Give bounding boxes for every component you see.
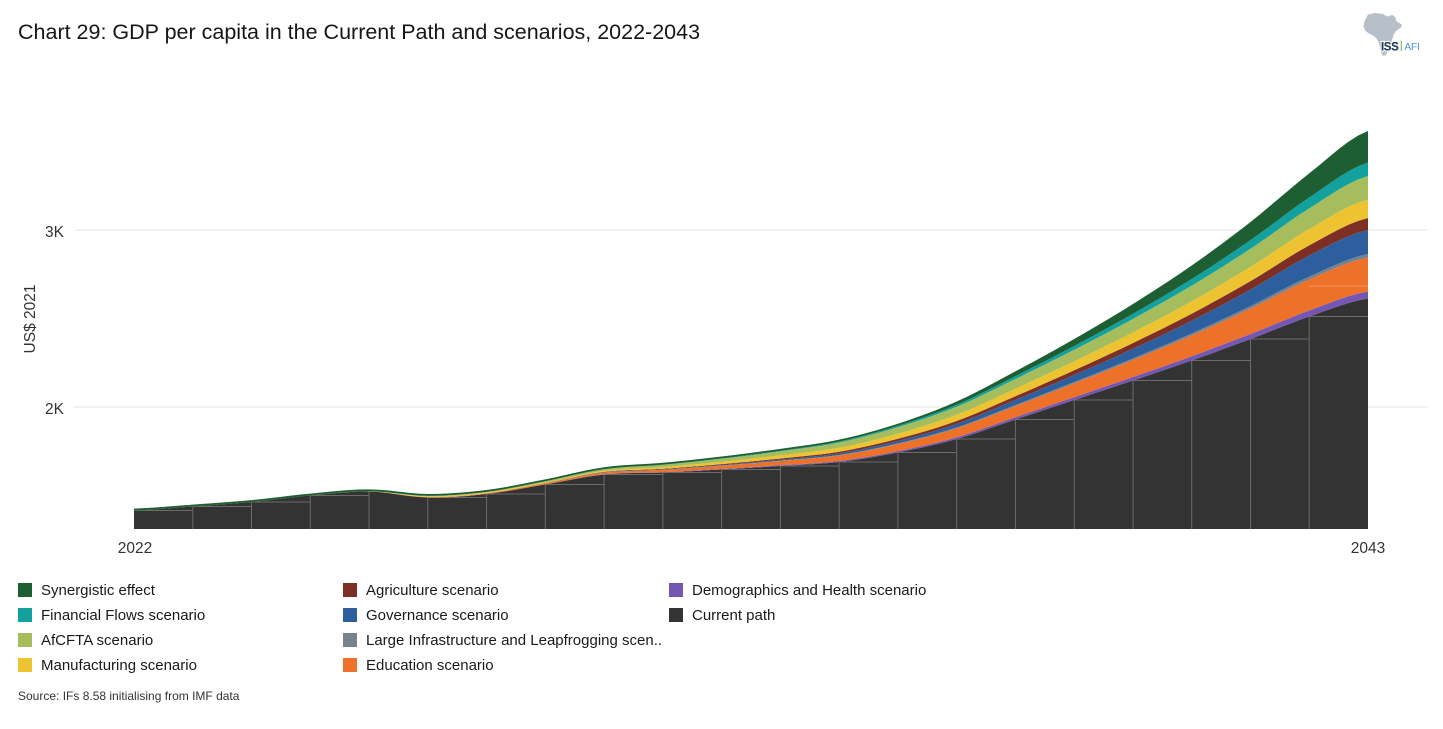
svg-text:AFI: AFI [1404,41,1419,53]
svg-text:ISS: ISS [1381,41,1399,53]
svg-text:US$ 2021: US$ 2021 [22,285,39,354]
svg-text:ISS: ISS [1381,41,1399,53]
